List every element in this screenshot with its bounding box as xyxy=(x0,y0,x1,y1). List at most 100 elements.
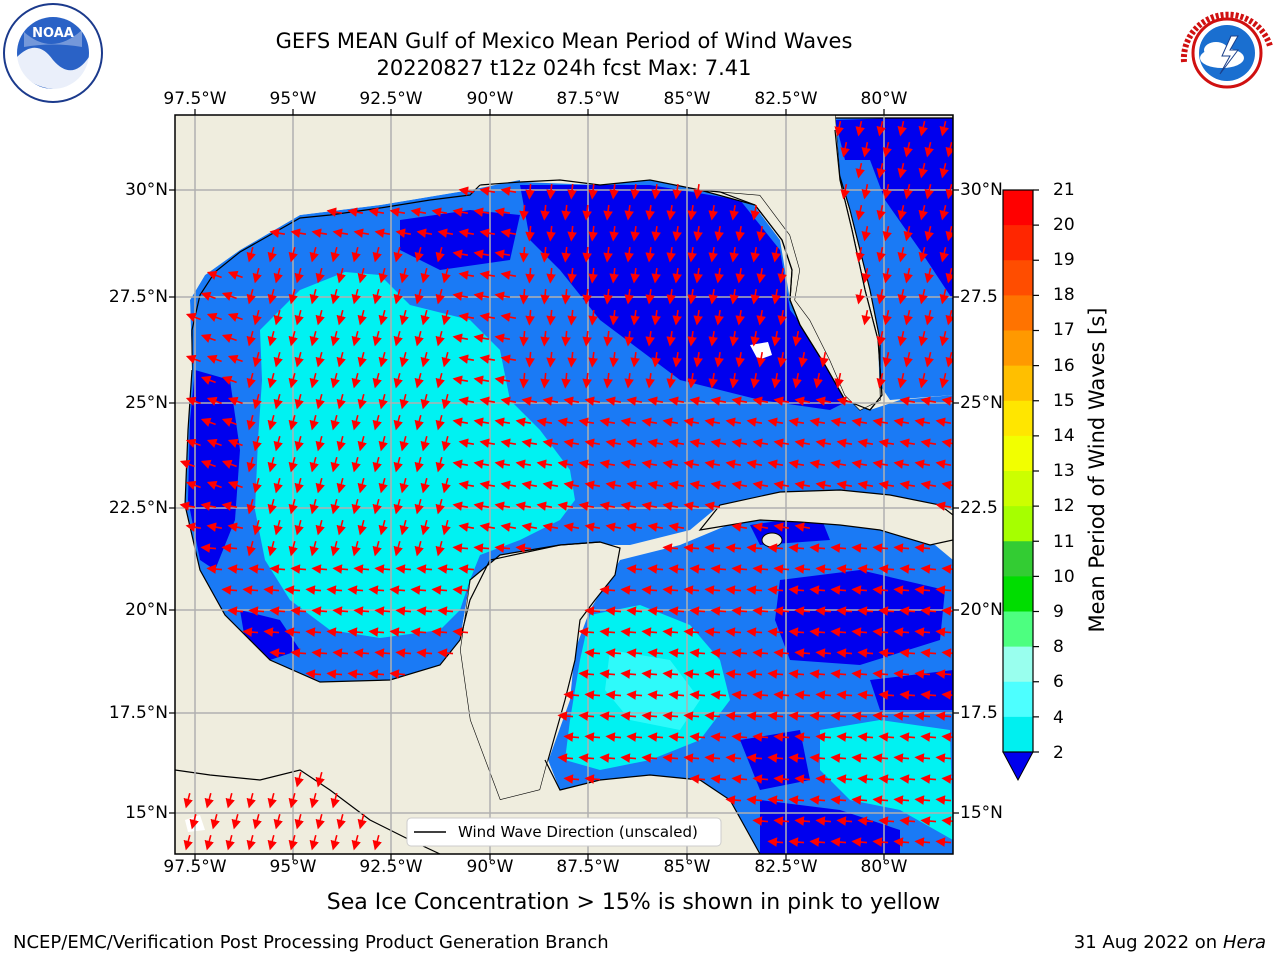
wave-direction-arrow xyxy=(626,690,643,700)
wave-direction-arrow xyxy=(435,372,445,389)
wave-direction-arrow xyxy=(624,330,634,347)
wave-direction-arrow xyxy=(311,648,328,658)
wave-direction-arrow xyxy=(309,792,319,809)
wave-direction-arrow xyxy=(309,456,319,473)
wave-direction-arrow xyxy=(897,163,907,179)
wave-direction-arrow xyxy=(315,351,325,368)
wave-direction-arrow xyxy=(777,267,787,284)
wave-direction-arrow xyxy=(273,477,283,494)
wave-direction-arrow xyxy=(351,456,361,473)
lon-label: 82.5°W xyxy=(754,89,818,109)
wave-direction-arrow xyxy=(414,372,424,389)
wave-direction-arrow xyxy=(876,121,886,137)
wave-direction-arrow xyxy=(557,711,574,721)
wave-direction-arrow xyxy=(725,543,742,553)
wave-direction-arrow xyxy=(899,438,916,448)
wave-direction-arrow xyxy=(546,183,556,200)
wave-direction-arrow xyxy=(368,669,385,679)
wave-direction-arrow xyxy=(227,564,244,574)
wave-direction-arrow xyxy=(546,309,556,326)
lat-label: 20°N xyxy=(960,600,1003,620)
wave-direction-arrow xyxy=(815,564,832,574)
wave-direction-arrow xyxy=(725,627,742,637)
mexico-land xyxy=(175,300,760,854)
wave-direction-arrow xyxy=(689,648,706,658)
wave-direction-arrow xyxy=(567,351,577,368)
wave-direction-arrow xyxy=(630,225,640,242)
wave-direction-arrow xyxy=(710,564,727,574)
wave-direction-arrow xyxy=(609,268,619,284)
wave-direction-arrow xyxy=(378,477,388,494)
wave-direction-arrow xyxy=(710,480,727,490)
wave-direction-arrow xyxy=(899,396,916,406)
wave-direction-arrow xyxy=(735,225,745,242)
lat-label: 25°N xyxy=(960,393,1003,413)
wave-direction-arrow xyxy=(273,351,283,368)
wave-direction-arrow xyxy=(773,606,790,616)
wave-direction-arrow xyxy=(609,184,619,200)
colorbar-segment xyxy=(1003,295,1033,331)
wave-direction-arrow xyxy=(792,330,802,347)
wave-direction-arrow xyxy=(458,438,475,448)
wave-direction-arrow xyxy=(668,522,685,532)
lon-label: 95°W xyxy=(269,89,317,109)
wave-direction-arrow xyxy=(855,120,865,137)
wave-direction-arrow xyxy=(435,330,445,347)
wave-direction-arrow xyxy=(813,372,823,389)
wave-direction-arrow xyxy=(731,606,748,616)
wave-direction-arrow xyxy=(815,438,832,448)
wave-direction-arrow xyxy=(809,711,826,721)
lon-label: 87.5°W xyxy=(556,89,620,109)
wave-direction-arrow xyxy=(242,585,259,595)
wave-direction-arrow xyxy=(567,183,577,200)
wave-direction-arrow xyxy=(420,519,430,536)
wave-direction-arrow xyxy=(500,522,517,532)
wave-direction-arrow xyxy=(935,795,952,805)
wave-direction-arrow xyxy=(305,627,322,637)
wave-direction-arrow xyxy=(326,585,343,595)
wave-direction-arrow xyxy=(288,456,298,473)
wave-direction-arrow xyxy=(872,585,889,595)
wave-direction-arrow xyxy=(620,585,637,595)
wave-direction-arrow xyxy=(878,564,895,574)
wave-direction-arrow xyxy=(620,711,637,721)
wave-direction-arrow xyxy=(494,417,511,427)
wave-direction-arrow xyxy=(773,690,790,700)
colorbar-segment xyxy=(1003,716,1033,753)
wave-direction-arrow xyxy=(525,309,535,326)
wave-direction-arrow xyxy=(200,459,216,469)
wave-direction-arrow xyxy=(668,732,685,742)
wave-direction-arrow xyxy=(515,459,532,469)
wave-direction-arrow xyxy=(725,459,742,469)
wave-direction-arrow xyxy=(479,312,496,322)
wave-direction-arrow xyxy=(918,289,928,305)
sea-ice-note: Sea Ice Concentration > 15% is shown in … xyxy=(326,890,941,915)
wave-direction-arrow xyxy=(683,627,700,637)
wave-direction-arrow xyxy=(252,351,262,368)
wave-direction-arrow xyxy=(567,225,577,242)
wave-direction-arrow xyxy=(309,540,319,557)
wave-direction-arrow xyxy=(861,226,871,242)
wave-direction-arrow xyxy=(458,228,475,238)
wave-direction-arrow xyxy=(903,184,913,200)
wave-direction-arrow xyxy=(599,669,616,679)
colorbar-tick-label: 14 xyxy=(1053,426,1075,446)
wave-direction-arrow xyxy=(290,228,307,238)
wave-direction-arrow xyxy=(714,309,724,326)
wave-direction-arrow xyxy=(284,627,301,637)
wave-direction-arrow xyxy=(836,690,853,700)
wave-direction-arrow xyxy=(309,288,319,305)
wave-direction-arrow xyxy=(437,648,454,658)
wave-direction-arrow xyxy=(624,372,634,389)
wave-direction-arrow xyxy=(353,606,370,616)
wave-direction-arrow xyxy=(857,690,874,700)
wave-direction-arrow xyxy=(353,228,370,238)
wave-direction-arrow xyxy=(441,477,451,494)
wave-direction-arrow xyxy=(519,204,529,221)
wave-direction-arrow xyxy=(458,312,475,322)
wave-direction-arrow xyxy=(330,834,340,851)
colorbar-tick-label: 21 xyxy=(1053,180,1075,200)
wave-direction-arrow xyxy=(914,753,931,763)
wave-direction-arrow xyxy=(767,543,784,553)
wave-direction-arrow xyxy=(689,438,706,448)
